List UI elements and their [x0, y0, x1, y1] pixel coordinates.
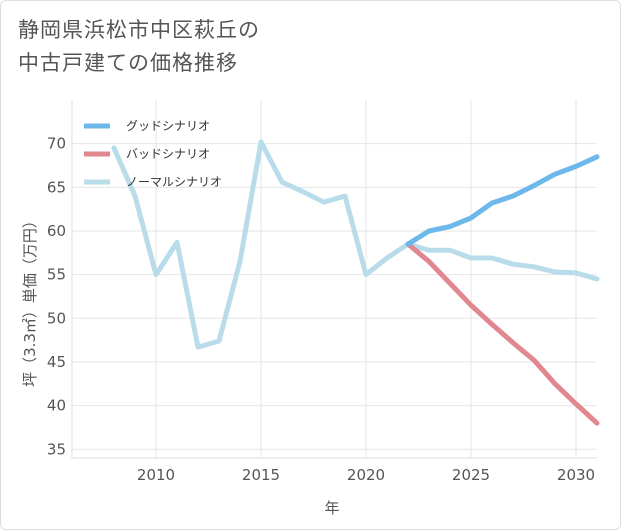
x-axis-ticks: 2010 2015 2020 2025 2030	[137, 466, 595, 484]
y-tick-label: 50	[47, 309, 66, 327]
x-tick-label: 2015	[242, 466, 280, 484]
chart-title: 静岡県浜松市中区萩丘の 中古戸建ての価格推移	[18, 14, 578, 80]
y-tick-label: 70	[47, 135, 66, 153]
series-layer	[111, 139, 600, 426]
legend-label-good: グッドシナリオ	[126, 119, 210, 133]
x-tick-label: 2010	[137, 466, 175, 484]
y-tick-label: 35	[47, 440, 66, 458]
y-axis-label: 坪（3.3㎡）単価（万円）	[21, 213, 39, 387]
chart-title-line-2: 中古戸建ての価格推移	[18, 51, 238, 75]
x-tick-label: 2025	[452, 466, 490, 484]
y-tick-label: 45	[47, 353, 66, 371]
x-tick-label: 2020	[347, 466, 385, 484]
x-axis-label: 年	[324, 499, 339, 517]
y-tick-label: 65	[47, 178, 66, 196]
series-line-bad	[405, 241, 600, 426]
legend-label-bad: バッドシナリオ	[126, 147, 210, 161]
y-axis-ticks: 35 40 45 50 55 60 65 70	[47, 135, 66, 459]
grid	[71, 100, 597, 459]
y-tick-label: 60	[47, 222, 66, 240]
legend-label-normal: ノーマルシナリオ	[126, 175, 222, 189]
x-tick-label: 2030	[557, 466, 595, 484]
series-line-good	[405, 154, 600, 247]
y-tick-label: 40	[47, 397, 66, 415]
chart-title-line-1: 静岡県浜松市中区萩丘の	[18, 18, 260, 42]
series-line-normal	[111, 139, 600, 350]
y-tick-label: 55	[47, 266, 66, 284]
